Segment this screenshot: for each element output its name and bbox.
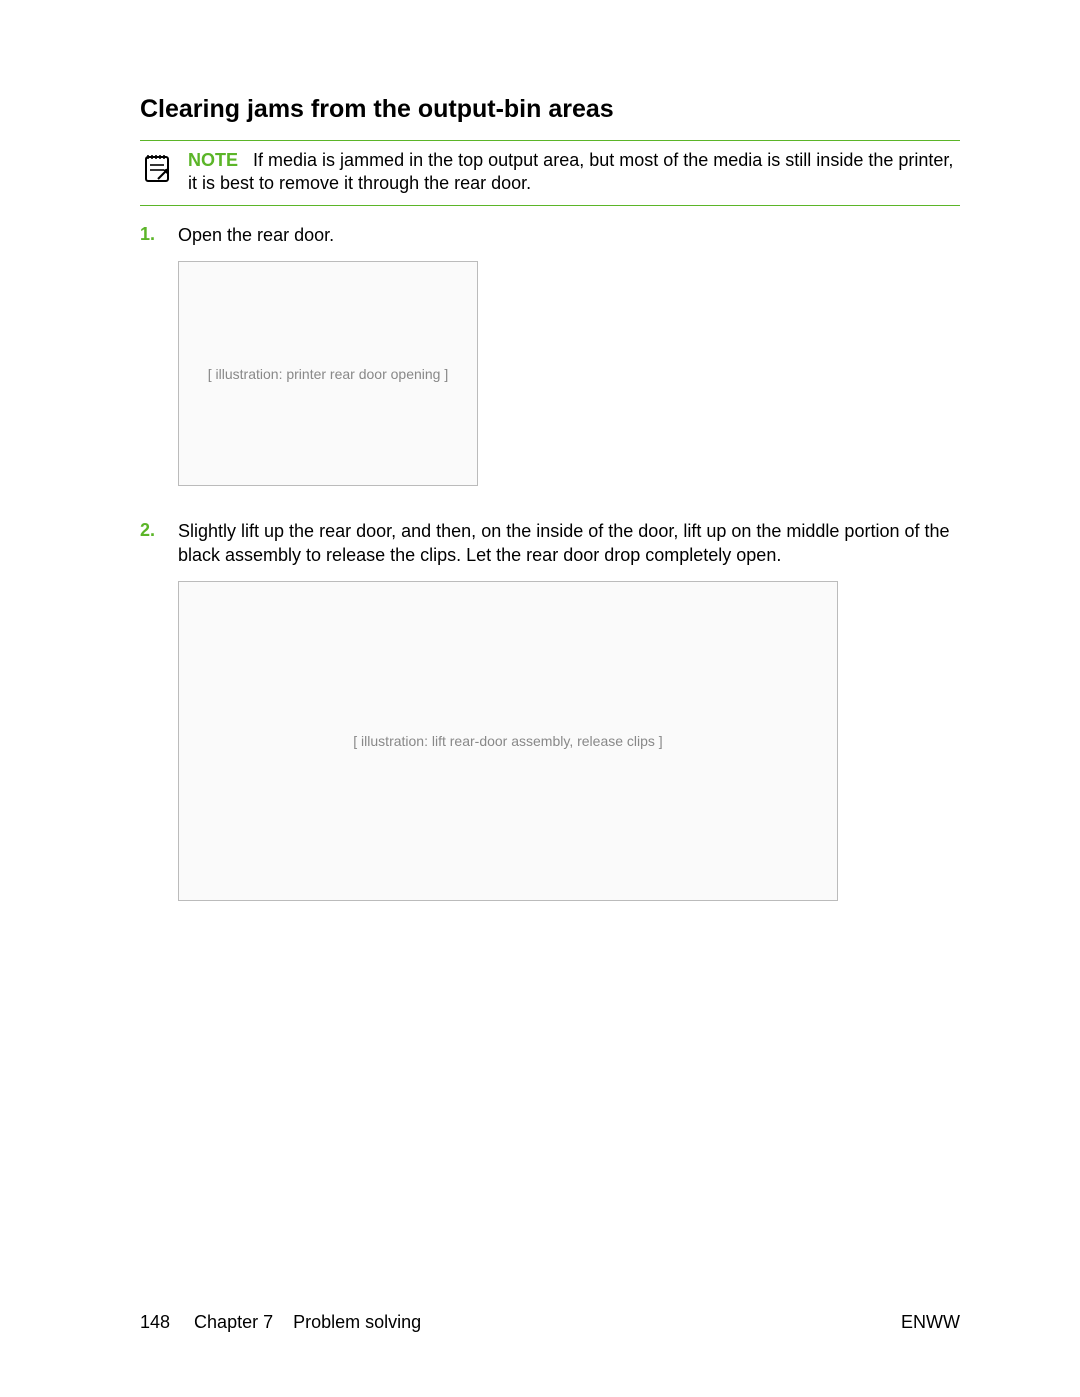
note-text: NOTE If media is jammed in the top outpu… [188, 149, 960, 195]
manual-page: Clearing jams from the output-bin areas … [0, 0, 1080, 1397]
note-label: NOTE [188, 150, 238, 170]
step-1: 1. Open the rear door. [140, 224, 960, 247]
page-number: 148 [140, 1312, 170, 1332]
step-2: 2. Slightly lift up the rear door, and t… [140, 520, 960, 567]
step-2-figure: [ illustration: lift rear-door assembly,… [178, 581, 838, 901]
footer-left: 148 Chapter 7 Problem solving [140, 1312, 421, 1333]
figure-placeholder: [ illustration: lift rear-door assembly,… [347, 727, 668, 755]
page-footer: 148 Chapter 7 Problem solving ENWW [140, 1312, 960, 1333]
figure-placeholder: [ illustration: printer rear door openin… [202, 360, 454, 388]
note-body: If media is jammed in the top output are… [188, 150, 953, 193]
step-text: Slightly lift up the rear door, and then… [178, 520, 960, 567]
step-1-figure: [ illustration: printer rear door openin… [178, 261, 478, 486]
chapter-title: Problem solving [293, 1312, 421, 1332]
footer-right: ENWW [901, 1312, 960, 1333]
step-text: Open the rear door. [178, 224, 334, 247]
section-title: Clearing jams from the output-bin areas [140, 95, 960, 124]
note-callout: NOTE If media is jammed in the top outpu… [140, 140, 960, 206]
note-icon [140, 151, 174, 190]
step-number: 1. [140, 224, 178, 245]
step-number: 2. [140, 520, 178, 541]
chapter-label: Chapter 7 [194, 1312, 273, 1332]
